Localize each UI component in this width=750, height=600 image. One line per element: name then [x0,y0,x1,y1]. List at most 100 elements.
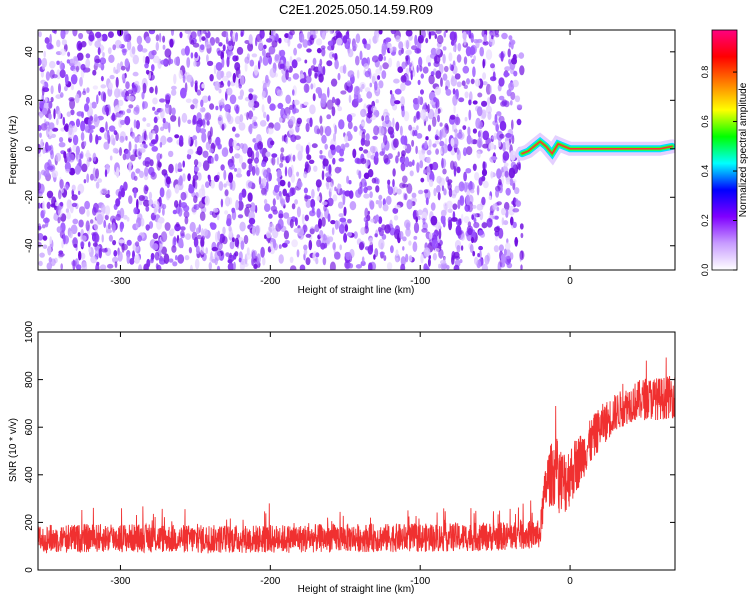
heatmap-cell [142,82,147,94]
heatmap-cell [177,168,183,172]
heatmap-cell [202,160,210,172]
heatmap-cell [49,236,52,245]
heatmap-cell [135,120,140,130]
heatmap-cell [234,115,241,125]
heatmap-cell [161,246,168,255]
heatmap-cell [159,187,165,198]
heatmap-cell [83,141,87,147]
heatmap-cell [86,158,90,168]
heatmap-cell [263,44,267,50]
heatmap-cell [452,46,456,52]
heatmap-cell [297,150,303,161]
heatmap-cell [67,51,71,57]
heatmap-cell [467,126,471,137]
heatmap-cell [488,195,492,200]
heatmap-cell [58,142,66,148]
heatmap-cell [201,95,209,103]
heatmap-cell [520,232,524,239]
heatmap-cell [199,107,206,113]
heatmap-cell [210,156,215,164]
heatmap-cell [339,148,344,157]
heatmap-cell [48,113,52,120]
heatmap-cell [298,32,305,43]
heatmap-cell [80,131,85,141]
heatmap-cell [501,172,505,177]
signal-track [515,132,675,166]
heatmap-cell [144,62,149,69]
snr-x-ticks: -300 -200 -100 0 [110,332,573,587]
heatmap-cell [426,156,431,164]
heatmap-cell [235,55,239,61]
heatmap-cell [408,240,412,246]
heatmap-cell [369,145,376,153]
heatmap-cell [109,155,113,161]
y-tick-label: -40 [24,238,35,253]
heatmap-cell [512,79,519,88]
heatmap-cell [42,107,48,115]
heatmap-cell [153,116,158,124]
snr-series [38,357,675,554]
heatmap-cell [420,109,427,120]
heatmap-cell [174,134,180,139]
heatmap-cell [55,152,62,162]
heatmap-cell [180,87,187,99]
heatmap-cell [78,158,82,169]
heatmap-cell [471,236,474,244]
heatmap-cell [339,244,343,251]
heatmap-cell [126,253,130,264]
heatmap-cell [238,155,243,165]
heatmap-cell [129,154,136,162]
heatmap-cell [296,249,300,258]
heatmap-cell [500,51,504,62]
heatmap-cell [261,187,267,195]
heatmap-cell [63,151,67,159]
heatmap-cell [381,46,387,56]
heatmap-cell [315,252,320,258]
heatmap-cell [502,141,507,152]
heatmap-cell [214,153,219,162]
heatmap-cell [244,40,250,44]
heatmap-cell [41,94,45,101]
heatmap-cell [302,39,309,48]
heatmap-cell [270,241,274,251]
heatmap-cell [182,173,186,182]
heatmap-cell [281,200,285,206]
heatmap-cell [165,176,171,185]
heatmap-cell [382,204,389,212]
spectrogram-y-ticks: -40 -20 0 20 40 [24,46,675,253]
heatmap-cell [38,260,43,267]
heatmap-cell [231,237,235,243]
heatmap-cell [228,162,235,170]
heatmap-cell [415,145,418,155]
heatmap-cell [453,264,460,270]
heatmap-cell [205,247,208,255]
heatmap-cell [168,258,174,263]
heatmap-cell [148,50,155,60]
heatmap-cell [135,222,139,229]
x-tick-label: -200 [260,276,280,287]
heatmap-cell [451,189,458,197]
heatmap-cell [228,225,232,232]
heatmap-cell [459,195,465,206]
heatmap-cell [97,47,101,56]
heatmap-cell [378,30,383,35]
heatmap-cell [376,33,379,43]
heatmap-cell [188,185,195,194]
heatmap-cell [143,130,147,141]
heatmap-cell [204,195,210,206]
heatmap-cell [171,107,176,116]
heatmap-cell [469,189,475,194]
heatmap-cell [374,151,379,159]
heatmap-cell [318,73,324,83]
heatmap-cell [58,190,62,200]
heatmap-cell [126,216,130,222]
heatmap-cell [510,161,516,170]
heatmap-cell [251,249,256,260]
heatmap-cell [243,234,249,245]
heatmap-cell [511,119,514,130]
heatmap-cell [94,40,101,48]
heatmap-cell [453,31,458,43]
heatmap-cell [358,170,362,180]
x-tick-label: -200 [260,576,280,587]
